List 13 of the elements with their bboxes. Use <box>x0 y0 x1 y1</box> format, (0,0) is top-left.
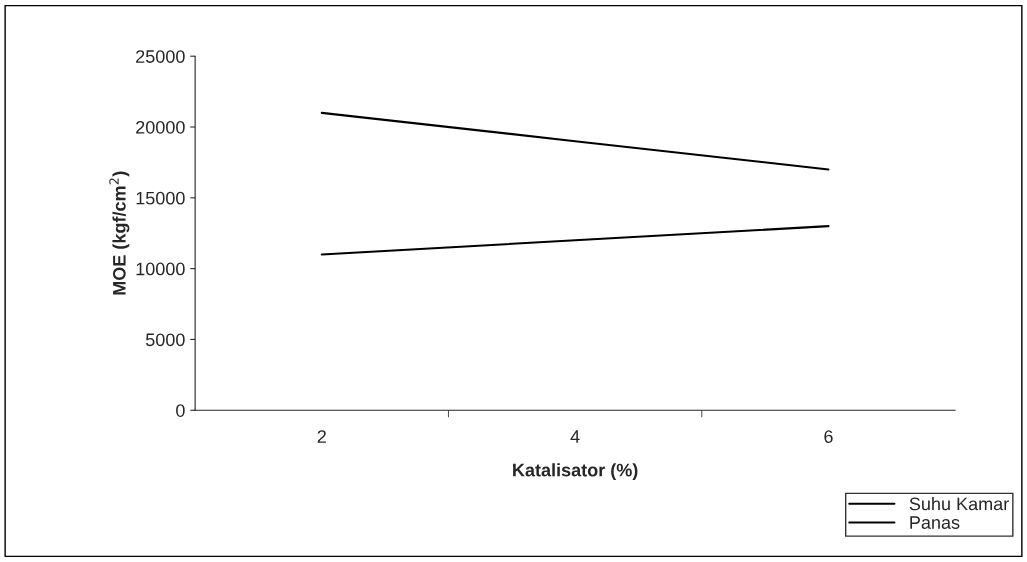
legend-label: Suhu Kamar <box>909 497 1009 511</box>
y-tick-label: 10000 <box>136 262 185 276</box>
legend-label: Panas <box>910 516 960 529</box>
x-tick-label: 4 <box>570 430 580 443</box>
y-tick-label: 15000 <box>136 191 185 205</box>
y-tick-label: 0 <box>176 404 185 417</box>
y-axis-title: MOE (kgf/cm$^{2}$) <box>109 171 130 295</box>
x-tick-label: 6 <box>824 430 833 443</box>
x-tick-label: 2 <box>317 430 326 443</box>
x-axis-title: Katalisator (%) <box>513 463 638 481</box>
y-tick-label: 5000 <box>145 333 185 347</box>
y-tick-label: 20000 <box>136 120 185 134</box>
y-tick-label: 25000 <box>136 50 185 63</box>
